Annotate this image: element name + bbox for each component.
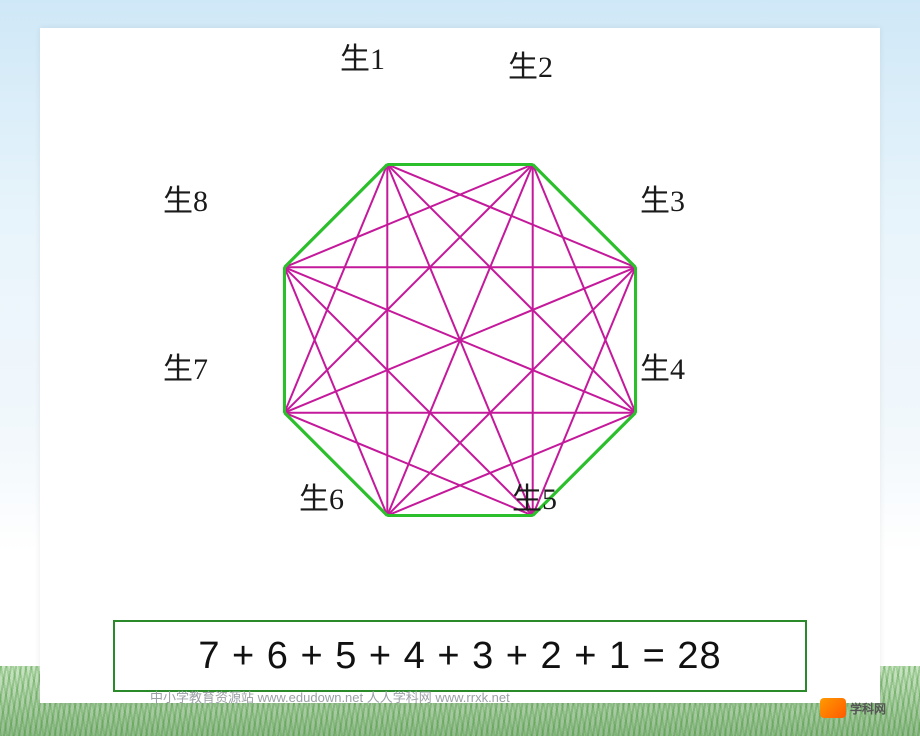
vertex-label: 生5	[512, 474, 557, 518]
vertex-label: 生8	[163, 176, 208, 220]
vertex-label: 生2	[508, 42, 553, 86]
logo-icon	[820, 698, 846, 718]
site-logo: 学科网	[820, 694, 900, 722]
footer-credit: 中小学教育资源站 www.edudown.net 人人学科网 www.rrxk.…	[150, 687, 510, 706]
equation-text: 7 + 6 + 5 + 4 + 3 + 2 + 1 = 28	[198, 635, 721, 678]
vertex-label: 生6	[299, 474, 344, 518]
vertex-label: 生1	[340, 34, 385, 78]
equation-box: 7 + 6 + 5 + 4 + 3 + 2 + 1 = 28	[113, 620, 807, 692]
outer-edge	[533, 164, 636, 267]
vertex-label: 生4	[640, 344, 685, 388]
vertex-label: 生3	[640, 176, 685, 220]
outer-edge	[284, 164, 387, 267]
logo-text: 学科网	[850, 700, 886, 717]
vertex-label: 生7	[163, 344, 208, 388]
diagonal-edge	[387, 164, 635, 412]
diagonal-edge	[284, 164, 532, 412]
